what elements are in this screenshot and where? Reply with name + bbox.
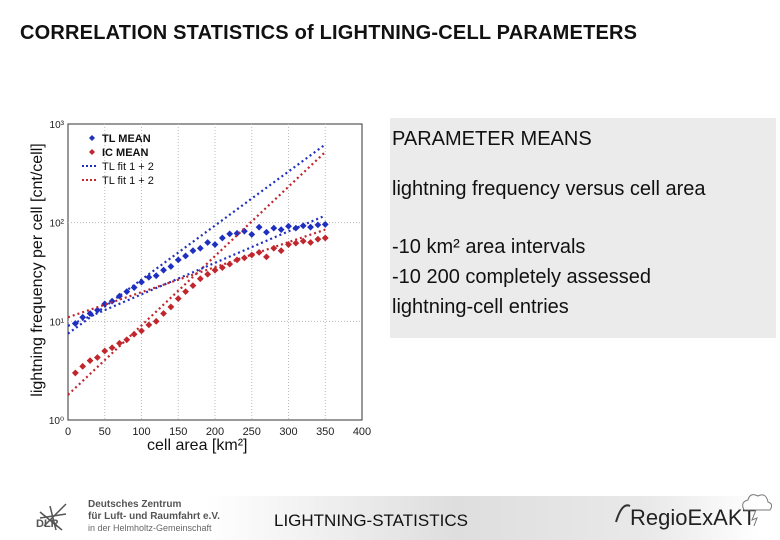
- data-point-tl-mean: [263, 228, 270, 236]
- dlr-name-line2: für Luft- und Raumfahrt e.V.: [88, 511, 220, 522]
- data-point-ic-mean: [321, 234, 329, 242]
- data-point-ic-mean: [218, 264, 226, 272]
- data-point-tl-mean: [71, 320, 79, 327]
- fit-line-4: [67, 214, 326, 327]
- data-point-ic-mean: [94, 354, 101, 361]
- data-point-ic-mean: [145, 321, 153, 329]
- info-line-intervals: -10 km² area intervals: [392, 236, 586, 258]
- y-tick-label: 10⁰: [49, 416, 64, 427]
- data-point-tl-mean: [152, 272, 160, 280]
- x-axis-label: cell area [km²]: [147, 437, 248, 454]
- data-point-tl-mean: [218, 234, 226, 242]
- data-point-tl-mean: [307, 223, 314, 231]
- data-point-tl-mean: [248, 231, 256, 238]
- legend-marker: [89, 135, 95, 141]
- data-point-tl-mean: [255, 223, 263, 231]
- data-point-ic-mean: [211, 266, 219, 274]
- data-point-ic-mean: [204, 270, 212, 278]
- data-point-ic-mean: [160, 310, 167, 317]
- data-point-tl-mean: [189, 247, 197, 255]
- dlr-name-line3: in der Helmholtz-Gemeinschaft: [88, 523, 212, 533]
- data-point-tl-mean: [204, 239, 212, 246]
- data-point-tl-mean: [277, 226, 285, 234]
- data-point-tl-mean: [145, 273, 153, 281]
- data-point-ic-mean: [307, 239, 314, 246]
- x-tick-label: 0: [65, 426, 71, 438]
- info-box: [390, 118, 776, 338]
- data-point-tl-mean: [123, 288, 131, 296]
- info-line-assessed: -10 200 completely assessed: [392, 266, 652, 288]
- data-point-tl-mean: [233, 229, 241, 237]
- info-line-frequency: lightning frequency versus cell area: [392, 178, 706, 200]
- y-tick-label: 10²: [50, 219, 65, 230]
- data-point-tl-mean: [94, 306, 101, 314]
- regio-swirl-icon: [615, 504, 631, 523]
- data-point-ic-mean: [277, 247, 285, 255]
- data-point-tl-mean: [196, 244, 204, 252]
- data-point-ic-mean: [292, 239, 300, 247]
- scatter-chart: 0 50 100 150 200 250 300 350 400 10⁰ 10¹ 10² 10³ TL M…: [49, 120, 371, 438]
- info-line-entries: lightning-cell entries: [392, 296, 569, 318]
- legend-label: TL fit 1 + 2: [102, 175, 154, 187]
- data-point-tl-mean: [160, 266, 167, 274]
- y-tick-label: 10³: [50, 120, 65, 131]
- data-point-ic-mean: [108, 344, 116, 352]
- fit-line-2: [67, 143, 326, 335]
- data-point-ic-mean: [189, 282, 197, 290]
- dlr-wordmark: DLR: [36, 518, 59, 530]
- slide-title: CORRELATION STATISTICS of LIGHTNING-CELL…: [20, 22, 638, 44]
- data-point-ic-mean: [138, 327, 145, 335]
- data-point-tl-mean: [79, 313, 87, 321]
- y-tick-label: 10¹: [50, 317, 65, 328]
- data-point-tl-mean: [182, 252, 189, 260]
- data-point-ic-mean: [167, 303, 175, 311]
- footer-text: LIGHTNING-STATISTICS: [274, 511, 468, 530]
- data-point-ic-mean: [314, 235, 322, 243]
- x-tick-label: 150: [169, 426, 187, 438]
- footer-band: [205, 496, 760, 540]
- data-point-ic-mean: [71, 369, 79, 377]
- x-tick-label: 400: [353, 426, 371, 438]
- data-point-tl-mean: [138, 278, 145, 286]
- legend-marker: [89, 149, 95, 155]
- data-point-tl-mean: [241, 227, 248, 235]
- x-tick-label: 100: [132, 426, 150, 438]
- x-tick-label: 50: [99, 426, 111, 438]
- data-point-ic-mean: [130, 330, 138, 338]
- legend-label: IC MEAN: [102, 147, 149, 159]
- data-point-ic-mean: [86, 357, 94, 364]
- legend-label: TL fit 1 + 2: [102, 161, 154, 173]
- data-point-ic-mean: [101, 347, 109, 355]
- data-point-ic-mean: [263, 253, 270, 261]
- fit-line-5: [67, 228, 326, 319]
- dlr-logo-icon: [39, 503, 67, 531]
- x-tick-label: 300: [279, 426, 297, 438]
- regioexakt-logo: RegioExAKT: [630, 505, 756, 530]
- legend-label: TL MEAN: [102, 133, 151, 145]
- x-tick-label: 250: [243, 426, 261, 438]
- data-point-tl-mean: [321, 221, 329, 228]
- x-tick-label: 200: [206, 426, 224, 438]
- data-point-tl-mean: [174, 256, 182, 264]
- data-point-ic-mean: [182, 288, 189, 296]
- x-tick-label: 350: [316, 426, 334, 438]
- data-point-ic-mean: [196, 275, 204, 283]
- data-point-tl-mean: [226, 230, 234, 238]
- data-point-tl-mean: [167, 263, 175, 270]
- data-point-tl-mean: [285, 222, 292, 230]
- data-point-tl-mean: [314, 221, 322, 229]
- data-point-ic-mean: [174, 295, 182, 302]
- data-point-ic-mean: [299, 237, 307, 245]
- dlr-name-line1: Deutsches Zentrum: [88, 499, 182, 510]
- data-point-tl-mean: [211, 241, 219, 248]
- data-point-ic-mean: [226, 260, 234, 268]
- data-point-tl-mean: [270, 224, 278, 232]
- info-heading: PARAMETER MEANS: [392, 128, 592, 150]
- data-point-ic-mean: [152, 317, 160, 325]
- data-point-ic-mean: [79, 362, 87, 370]
- data-point-ic-mean: [116, 339, 123, 347]
- data-point-ic-mean: [248, 251, 256, 259]
- footer: DLR Deutsches Zentrum für Luft- und Raum…: [0, 494, 780, 540]
- cloud-lightning-icon: [742, 494, 773, 527]
